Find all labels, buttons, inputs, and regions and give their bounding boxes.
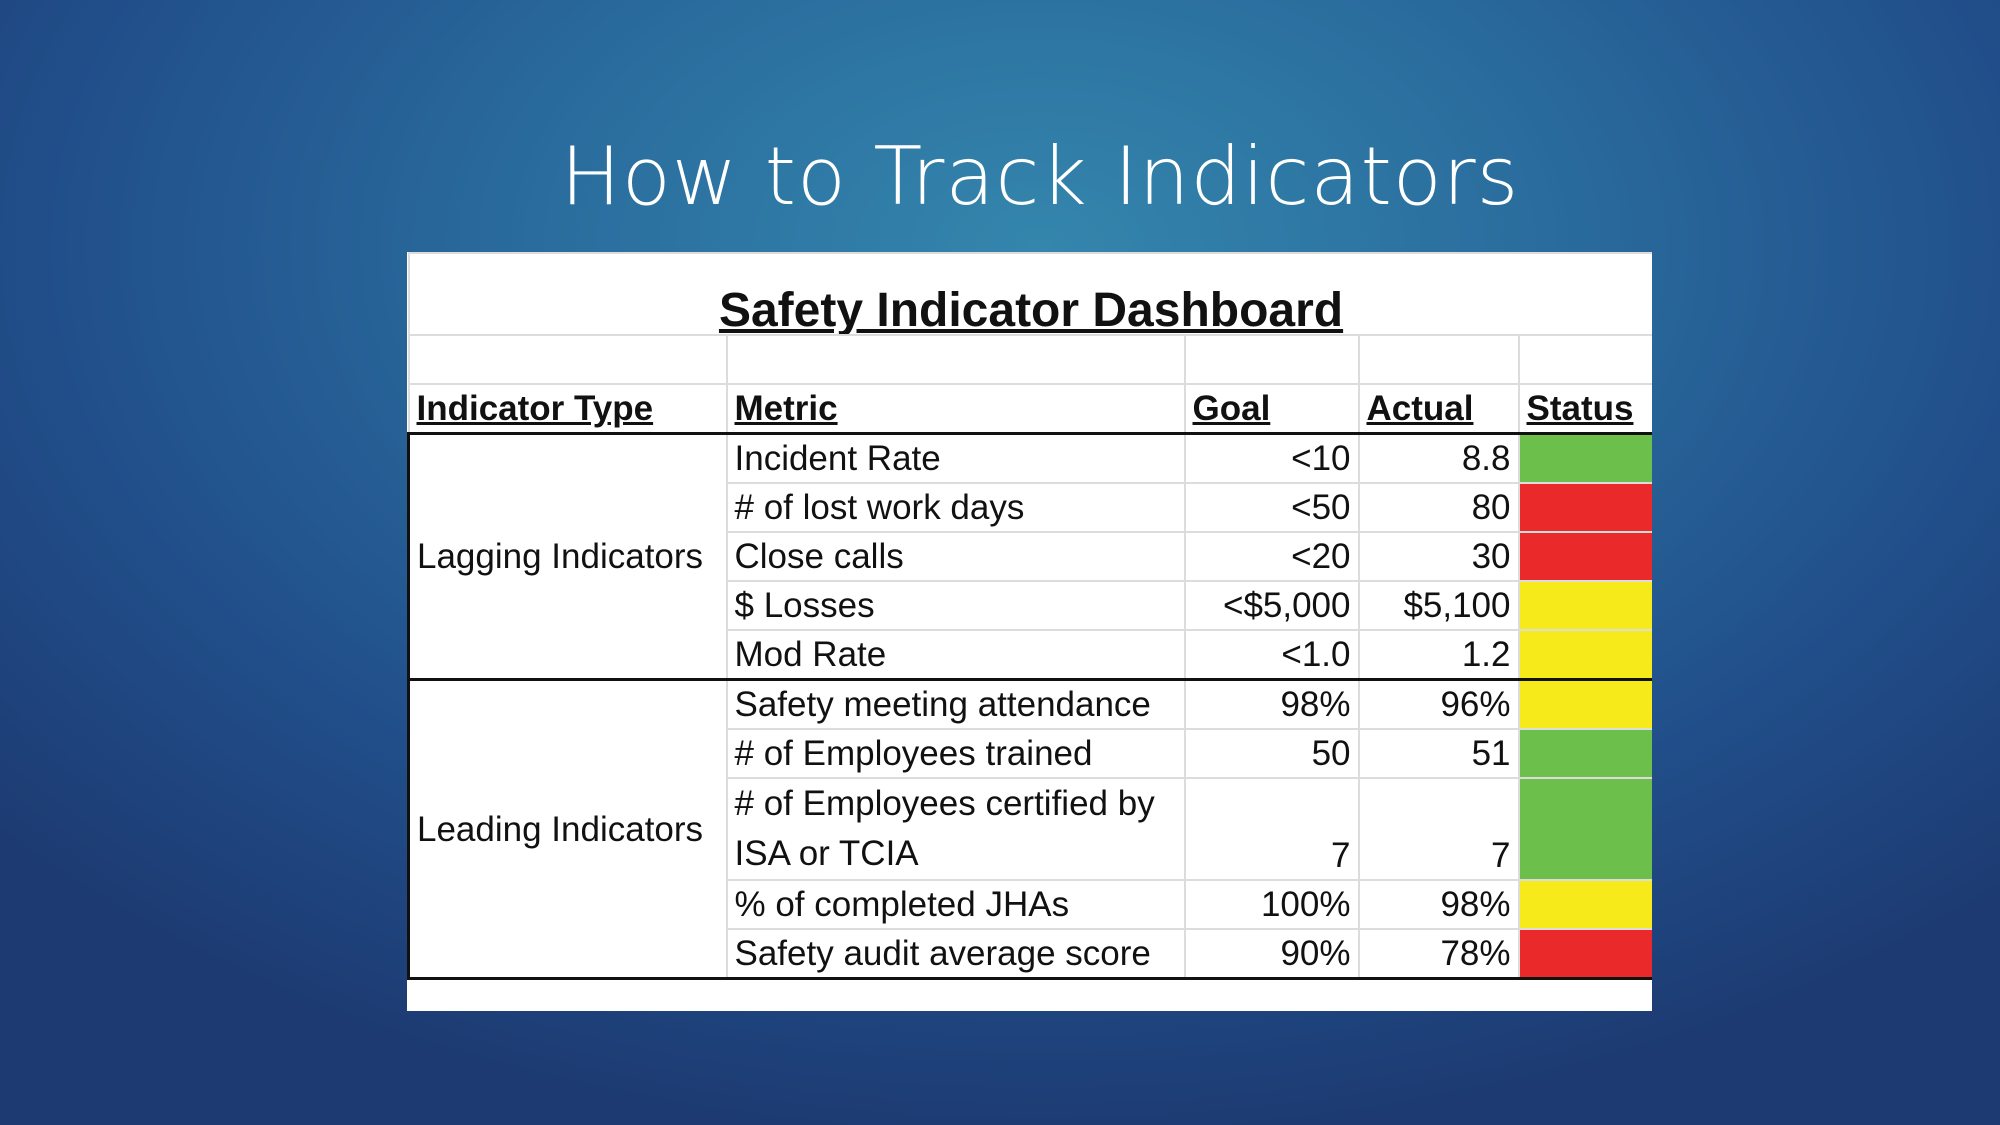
header-actual: Actual [1357, 383, 1520, 435]
empty-cell [1183, 334, 1360, 385]
metric-cell: Safety meeting attendance [725, 678, 1186, 730]
table-row: Close calls <20 30 [409, 531, 1652, 582]
status-indicator [1517, 728, 1652, 779]
metric-cell: Incident Rate [725, 432, 1186, 484]
actual-cell: 98% [1357, 879, 1520, 930]
header-goal: Goal [1183, 383, 1360, 435]
table-row: Mod Rate <1.0 1.2 [409, 629, 1652, 681]
goal-cell: <20 [1183, 531, 1360, 582]
status-indicator [1517, 678, 1652, 730]
table-row: % of completed JHAs 100% 98% [409, 879, 1652, 930]
empty-cell [1517, 334, 1652, 385]
metric-cell: # of Employees trained [725, 728, 1186, 779]
actual-cell: 96% [1357, 678, 1520, 730]
status-indicator [1517, 928, 1652, 980]
goal-cell: 50 [1183, 728, 1360, 779]
safety-dashboard-table: Safety Indicator Dashboard Indicator Typ… [407, 252, 1652, 980]
actual-cell: 78% [1357, 928, 1520, 980]
spreadsheet-panel: Safety Indicator Dashboard Indicator Typ… [407, 252, 1652, 1011]
dashboard-title: Safety Indicator Dashboard [407, 252, 1652, 336]
actual-cell: 1.2 [1357, 629, 1520, 681]
goal-cell: 90% [1183, 928, 1360, 980]
metric-cell: $ Losses [725, 580, 1186, 631]
metric-cell: Mod Rate [725, 629, 1186, 681]
group-label-lagging: Lagging Indicators [407, 432, 728, 681]
status-indicator [1517, 629, 1652, 681]
goal-cell: 7 [1183, 777, 1360, 881]
status-indicator [1517, 432, 1652, 484]
metric-cell: % of completed JHAs [725, 879, 1186, 930]
actual-cell: 51 [1357, 728, 1520, 779]
status-indicator [1517, 777, 1652, 881]
table-row: Leading Indicators Safety meeting attend… [407, 678, 1652, 980]
table-row: $ Losses <$5,000 $5,100 [409, 580, 1652, 631]
status-indicator [1517, 482, 1652, 533]
metric-cell: Close calls [725, 531, 1186, 582]
status-indicator [1517, 531, 1652, 582]
table-row: # of Employees certified by ISA or TCIA … [409, 777, 1652, 881]
goal-cell: <50 [1183, 482, 1360, 533]
metric-cell: # of lost work days [725, 482, 1186, 533]
table-row: Lagging Indicators Incident Rate <10 8.8 [407, 432, 1652, 681]
table-row: # of Employees trained 50 51 [409, 728, 1652, 779]
goal-cell: <$5,000 [1183, 580, 1360, 631]
goal-cell: 98% [1183, 678, 1360, 730]
actual-cell: $5,100 [1357, 580, 1520, 631]
actual-cell: 7 [1357, 777, 1520, 881]
goal-cell: <1.0 [1183, 629, 1360, 681]
table-row: Safety audit average score 90% 78% [409, 928, 1652, 980]
table-row: # of lost work days <50 80 [409, 482, 1652, 533]
empty-cell [407, 334, 728, 385]
status-indicator [1517, 580, 1652, 631]
header-row: Indicator Type Metric Goal Actual Status [407, 383, 1652, 435]
goal-cell: 100% [1183, 879, 1360, 930]
status-indicator [1517, 879, 1652, 930]
empty-cell [725, 334, 1186, 385]
actual-cell: 80 [1357, 482, 1520, 533]
header-indicator-type: Indicator Type [407, 383, 728, 435]
metric-cell: # of Employees certified by ISA or TCIA [725, 777, 1186, 881]
metric-cell: Safety audit average score [725, 928, 1186, 980]
empty-cell [1357, 334, 1520, 385]
group-label-leading: Leading Indicators [407, 678, 728, 980]
header-metric: Metric [725, 383, 1186, 435]
actual-cell: 30 [1357, 531, 1520, 582]
goal-cell: <10 [1183, 432, 1360, 484]
header-status: Status [1517, 383, 1652, 435]
slide-title: How to Track Indicators [560, 130, 1520, 223]
actual-cell: 8.8 [1357, 432, 1520, 484]
